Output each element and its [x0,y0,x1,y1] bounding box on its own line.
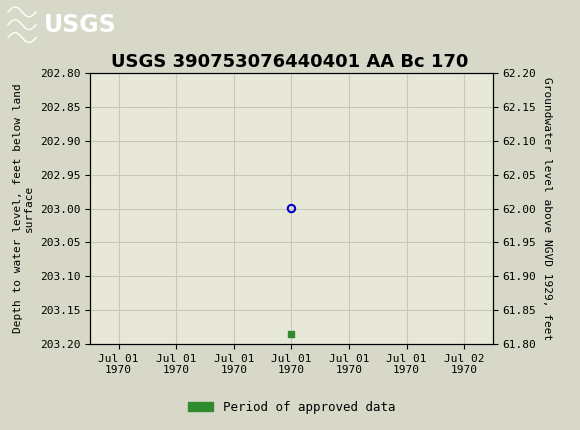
Y-axis label: Depth to water level, feet below land
surface: Depth to water level, feet below land su… [13,84,34,333]
Point [287,330,296,337]
Y-axis label: Groundwater level above NGVD 1929, feet: Groundwater level above NGVD 1929, feet [542,77,552,340]
Text: USGS: USGS [44,13,117,37]
Text: USGS 390753076440401 AA Bc 170: USGS 390753076440401 AA Bc 170 [111,53,469,71]
Point [287,205,296,212]
Legend: Period of approved data: Period of approved data [183,396,400,419]
